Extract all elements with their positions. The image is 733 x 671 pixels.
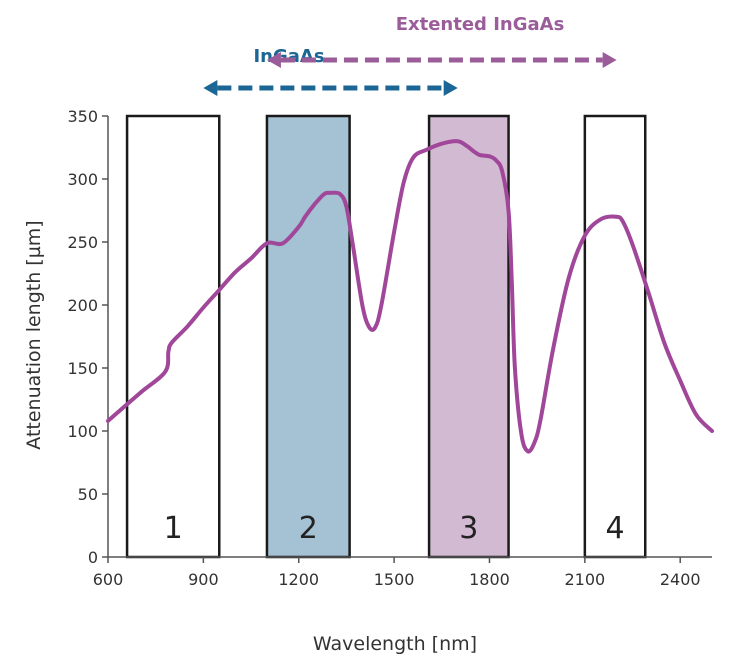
extended-ingaas-arrow-head-right: [602, 52, 617, 68]
ranges-layer: InGaAs Extented InGaAs: [203, 14, 617, 96]
x-tick-label: 1500: [374, 570, 415, 589]
band-2-rect: [265, 114, 351, 559]
x-tick-label: 900: [188, 570, 219, 589]
y-tick-label: 50: [78, 485, 98, 504]
ingaas-arrow-head-right: [443, 80, 458, 96]
band-3-label: 3: [459, 511, 478, 546]
x-tick-label: 600: [93, 570, 124, 589]
y-tick-label: 100: [67, 422, 98, 441]
attenuation-curve: [106, 139, 714, 454]
bands-layer: [125, 114, 647, 559]
band-3-rect: [427, 114, 510, 559]
band-1-label: 1: [164, 511, 183, 546]
band-4-rect: [583, 114, 647, 559]
y-tick-label: 300: [67, 170, 98, 189]
labels-layer: 1 2 3 4: [164, 511, 625, 546]
y-axis-title: Attenuation length [µm]: [23, 220, 45, 449]
band-1-rect: [125, 114, 221, 559]
y-tick-label: 350: [67, 107, 98, 126]
y-tick-label: 200: [67, 296, 98, 315]
band-4-label: 4: [605, 511, 624, 546]
y-tick-label: 250: [67, 233, 98, 252]
x-tick-label: 1200: [278, 570, 319, 589]
ingaas-arrow-head-left: [203, 80, 218, 96]
y-tick-label: 150: [67, 359, 98, 378]
x-tick-label: 1800: [469, 570, 510, 589]
extended-ingaas-label: Extented InGaAs: [396, 14, 565, 35]
axes-layer: 0 50 100 150 200 250 300 350 600 900 1200 1500 1800 2…: [67, 107, 712, 589]
ingaas-label: InGaAs: [253, 46, 324, 67]
curve-layer: [106, 139, 714, 454]
y-tick-label: 0: [88, 548, 98, 567]
extended-ingaas-arrow-head-left: [266, 52, 281, 68]
x-axis-title: Wavelength [nm]: [313, 633, 477, 655]
x-tick-label: 2100: [564, 570, 605, 589]
x-tick-label: 2400: [660, 570, 701, 589]
band-2-label: 2: [299, 511, 318, 546]
